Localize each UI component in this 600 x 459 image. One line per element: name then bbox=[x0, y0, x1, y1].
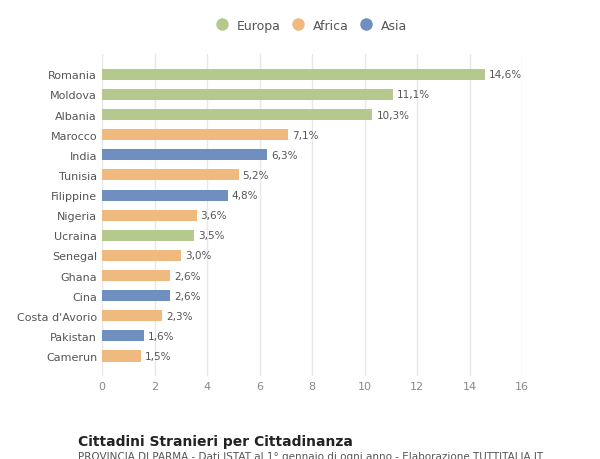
Bar bbox=[102, 190, 228, 201]
Bar bbox=[102, 150, 268, 161]
Text: 1,5%: 1,5% bbox=[145, 351, 172, 361]
Bar bbox=[102, 250, 181, 262]
Text: 4,8%: 4,8% bbox=[232, 190, 259, 201]
Bar bbox=[102, 311, 163, 322]
Text: PROVINCIA DI PARMA - Dati ISTAT al 1° gennaio di ogni anno - Elaborazione TUTTIT: PROVINCIA DI PARMA - Dati ISTAT al 1° ge… bbox=[78, 451, 543, 459]
Bar bbox=[102, 351, 142, 362]
Text: 14,6%: 14,6% bbox=[489, 70, 523, 80]
Legend: Europa, Africa, Asia: Europa, Africa, Asia bbox=[217, 20, 407, 33]
Bar bbox=[102, 230, 194, 241]
Text: 3,0%: 3,0% bbox=[185, 251, 211, 261]
Text: 11,1%: 11,1% bbox=[397, 90, 430, 100]
Bar bbox=[102, 70, 485, 81]
Text: 2,6%: 2,6% bbox=[174, 291, 200, 301]
Text: 10,3%: 10,3% bbox=[376, 110, 409, 120]
Text: 3,6%: 3,6% bbox=[200, 211, 227, 221]
Bar bbox=[102, 110, 373, 121]
Text: 6,3%: 6,3% bbox=[271, 151, 298, 161]
Bar bbox=[102, 130, 289, 141]
Text: Cittadini Stranieri per Cittadinanza: Cittadini Stranieri per Cittadinanza bbox=[78, 434, 353, 448]
Text: 7,1%: 7,1% bbox=[292, 130, 319, 140]
Bar bbox=[102, 90, 394, 101]
Text: 2,6%: 2,6% bbox=[174, 271, 200, 281]
Text: 2,3%: 2,3% bbox=[166, 311, 193, 321]
Text: 1,6%: 1,6% bbox=[148, 331, 175, 341]
Bar bbox=[102, 330, 144, 341]
Text: 5,2%: 5,2% bbox=[242, 171, 269, 180]
Text: 3,5%: 3,5% bbox=[198, 231, 224, 241]
Bar bbox=[102, 170, 239, 181]
Bar bbox=[102, 291, 170, 302]
Bar bbox=[102, 210, 197, 221]
Bar bbox=[102, 270, 170, 281]
